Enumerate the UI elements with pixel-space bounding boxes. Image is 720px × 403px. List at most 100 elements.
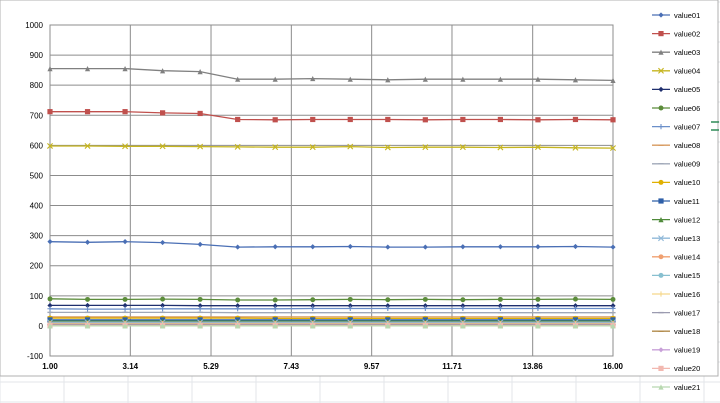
data-point-value02 — [497, 116, 503, 123]
data-point-value21 — [422, 323, 428, 329]
y-tick-label: 900 — [30, 51, 44, 60]
y-tick-label: 1000 — [25, 21, 43, 30]
legend-label-value01: value01 — [674, 11, 700, 20]
data-point-value05 — [460, 303, 466, 309]
data-point-value04 — [234, 143, 241, 150]
series-line-value06 — [49, 298, 614, 301]
data-point-value04 — [122, 143, 129, 150]
legend-label-value20: value20 — [674, 364, 700, 373]
data-point-value04 — [459, 144, 466, 151]
data-point-value21 — [347, 323, 353, 329]
legend-marker-value06 — [658, 105, 664, 111]
data-point-value07 — [610, 305, 616, 312]
data-point-value01 — [347, 243, 353, 250]
data-point-value06 — [235, 297, 241, 303]
legend-label-value12: value12 — [674, 215, 700, 224]
series-line-value02 — [50, 111, 614, 121]
data-point-value04 — [534, 144, 541, 151]
legend-marker-value11 — [658, 198, 664, 204]
x-tick-label: 5.29 — [203, 362, 219, 371]
data-point-value02 — [610, 117, 616, 123]
data-point-value03 — [535, 76, 541, 82]
data-point-value02 — [535, 117, 541, 123]
data-point-value03 — [422, 76, 428, 82]
data-point-value02 — [422, 117, 428, 123]
data-point-value01 — [385, 244, 391, 250]
series-line-value07 — [49, 307, 613, 310]
data-point-value21 — [610, 323, 616, 329]
y-tick-label: 0 — [39, 322, 44, 331]
data-point-value01 — [235, 244, 241, 250]
data-point-value03 — [272, 76, 278, 82]
data-point-value05 — [160, 302, 166, 309]
legend-marker-value16 — [658, 291, 664, 297]
data-point-value04 — [272, 144, 279, 151]
data-point-value02 — [272, 117, 278, 123]
legend-marker-value15 — [658, 272, 664, 278]
legend-marker-value01 — [658, 12, 664, 18]
data-point-value02 — [160, 110, 166, 116]
data-point-value01 — [272, 244, 278, 250]
x-tick-label: 16.00 — [603, 362, 624, 371]
data-point-value05 — [385, 303, 391, 309]
data-point-value01 — [572, 243, 579, 250]
data-point-value05 — [497, 303, 503, 309]
data-point-value05 — [122, 302, 128, 309]
data-point-value05 — [347, 303, 353, 309]
data-point-value04 — [497, 144, 504, 151]
data-point-value21 — [84, 323, 91, 329]
legend: value01 value02 value03 value04 value05 value… — [652, 11, 700, 392]
x-tick-label: 3.14 — [123, 362, 139, 371]
data-point-value04 — [610, 145, 616, 152]
series-value06 — [47, 296, 616, 303]
data-point-value06 — [385, 297, 391, 303]
data-point-value21 — [160, 323, 166, 329]
plot-area — [49, 24, 614, 357]
legend-label-value11: value11 — [674, 197, 700, 206]
series-value03 — [47, 66, 616, 83]
legend-marker-value20 — [658, 365, 664, 371]
legend-marker-value12 — [658, 217, 664, 223]
legend-label-value05: value05 — [674, 85, 700, 94]
data-point-value02 — [572, 116, 579, 123]
data-point-value05 — [272, 303, 278, 309]
data-point-value07 — [84, 306, 91, 312]
data-point-value03 — [160, 68, 166, 74]
y-tick-label: 200 — [30, 262, 44, 271]
legend-marker-value07 — [658, 124, 664, 130]
legend-label-value04: value04 — [674, 67, 700, 76]
series-value07 — [47, 305, 616, 312]
data-point-value03 — [572, 77, 579, 83]
data-point-value05 — [197, 303, 203, 309]
data-point-value01 — [535, 244, 541, 250]
data-point-value01 — [610, 244, 616, 250]
data-point-value06 — [197, 296, 203, 302]
series-value01 — [47, 239, 616, 250]
legend-label-value16: value16 — [674, 290, 700, 299]
y-tick-label: 100 — [30, 292, 44, 301]
data-point-value03 — [497, 76, 503, 82]
data-point-value06 — [310, 297, 316, 303]
data-point-value06 — [460, 297, 466, 303]
data-point-value05 — [47, 302, 53, 309]
legend-marker-value10 — [658, 179, 664, 185]
data-point-value01 — [197, 241, 203, 247]
y-tick-label: 500 — [30, 171, 44, 180]
legend-label-value10: value10 — [674, 178, 700, 187]
legend-label-value08: value08 — [674, 141, 700, 150]
data-point-value21 — [497, 323, 503, 329]
data-point-value07 — [310, 305, 316, 312]
x-tick-label: 1.00 — [42, 362, 58, 371]
data-point-value02 — [235, 116, 241, 123]
legend-label-value18: value18 — [674, 327, 700, 336]
data-point-value01 — [122, 239, 128, 245]
series-line-value04 — [50, 145, 614, 149]
data-point-value03 — [197, 69, 203, 75]
legend-label-value15: value15 — [674, 271, 700, 280]
data-point-value04 — [347, 143, 354, 150]
y-tick-label: 600 — [30, 141, 44, 150]
data-point-value03 — [122, 66, 128, 72]
x-tick-label: 11.71 — [442, 362, 462, 371]
data-point-value21 — [572, 323, 579, 329]
